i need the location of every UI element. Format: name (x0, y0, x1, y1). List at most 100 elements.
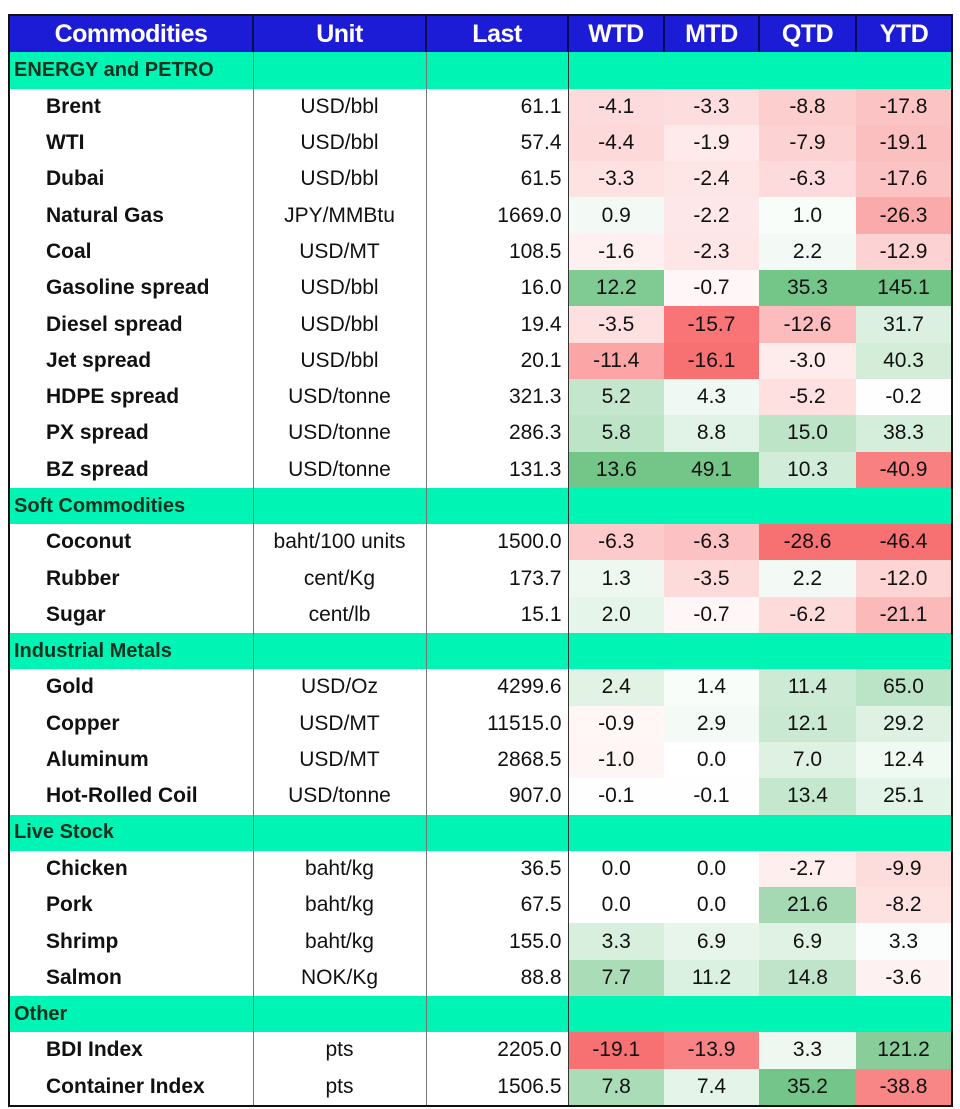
table-row: Sugar cent/lb 15.1 2.0 -0.7 -6.2 -21.1 (8, 596, 953, 634)
last-value: 20.1 (426, 342, 569, 379)
section-fill (426, 52, 569, 89)
unit-cell: USD/bbl (253, 270, 427, 307)
ytd-value: 3.3 (856, 923, 953, 960)
qtd-value: 12.1 (759, 705, 856, 742)
table-row: Dubai USD/bbl 61.5 -3.3 -2.4 -6.3 -17.6 (8, 161, 953, 198)
ytd-value: -21.1 (856, 596, 953, 634)
commodity-name: Hot-Rolled Coil (8, 778, 254, 815)
wtd-value: -1.6 (568, 233, 664, 271)
table-row: Shrimp baht/kg 155.0 3.3 6.9 6.9 3.3 (8, 923, 953, 960)
unit-cell: JPY/MMBtu (253, 197, 427, 234)
last-value: 19.4 (426, 306, 569, 343)
section-fill (568, 487, 953, 525)
table-row: Jet spread USD/bbl 20.1 -11.4 -16.1 -3.0 40.3 (8, 342, 953, 379)
table-row: HDPE spread USD/tonne 321.3 5.2 4.3 -5.2 -0.2 (8, 378, 953, 416)
mtd-value: -2.4 (664, 161, 759, 198)
wtd-value: 2.0 (568, 596, 664, 634)
section-row: ENERGY and PETRO (8, 52, 953, 89)
mtd-value: 0.0 (696, 893, 727, 917)
mtd-value: -13.9 (664, 1032, 759, 1069)
commodity-name: Brent (8, 88, 254, 125)
mtd-value: 4.3 (664, 378, 759, 416)
qtd-value: 21.6 (759, 887, 856, 924)
table-row: Hot-Rolled Coil USD/tonne 907.0 -0.1 -0.1 13.… (8, 778, 953, 815)
wtd-value: 0.9 (568, 197, 664, 234)
ytd-value: 121.2 (856, 1032, 953, 1069)
table-row: Copper USD/MT 11515.0 -0.9 2.9 12.1 29.2 (8, 705, 953, 742)
column-header-qtd: QTD (759, 15, 857, 53)
section-fill (568, 996, 953, 1033)
wtd-value: 5.2 (568, 378, 664, 416)
section-row: Industrial Metals (8, 633, 953, 670)
commodity-name: Dubai (8, 161, 254, 198)
wtd-value: 1.3 (568, 560, 664, 597)
wtd-value: 0.0 (601, 893, 631, 917)
section-title: Other (8, 996, 254, 1033)
wtd-value: 0.0 (601, 856, 631, 880)
wtd-value: -3.3 (568, 161, 664, 198)
wtd-value: -3.5 (568, 306, 664, 343)
unit-cell: cent/Kg (253, 560, 427, 597)
ytd-value: -0.2 (856, 378, 953, 416)
commodity-name: Shrimp (8, 923, 254, 960)
section-fill (253, 814, 427, 851)
commodity-name: HDPE spread (8, 378, 254, 416)
section-row: Live Stock (8, 814, 953, 851)
section-fill (568, 814, 953, 851)
last-value: 88.8 (426, 959, 569, 997)
unit-cell: USD/Oz (253, 669, 427, 706)
qtd-value: -3.0 (759, 342, 856, 379)
commodity-name: BZ spread (8, 451, 254, 488)
table-row: PX spread USD/tonne 286.3 5.8 8.8 15.0 38.3 (8, 415, 953, 452)
ytd-value: -17.8 (856, 88, 953, 125)
commodity-name: BDI Index (8, 1032, 254, 1069)
ytd-value: 25.1 (856, 778, 953, 815)
commodity-name: Pork (8, 887, 254, 924)
unit-cell: USD/bbl (253, 124, 427, 162)
commodity-name: Gasoline spread (8, 270, 254, 307)
last-value: 36.5 (426, 850, 569, 888)
mtd-value: -15.7 (664, 306, 759, 343)
ytd-value: -9.9 (856, 850, 953, 888)
wtd-value: -19.1 (568, 1032, 664, 1069)
unit-cell: USD/bbl (253, 161, 427, 198)
section-row: Soft Commodities (8, 487, 953, 525)
last-value: 321.3 (426, 378, 569, 416)
last-value: 67.5 (426, 887, 569, 924)
wtd-value: 7.8 (568, 1068, 664, 1107)
commodity-name: Natural Gas (8, 197, 254, 234)
wtd-value: 2.4 (568, 669, 664, 706)
commodity-name: Coconut (8, 524, 254, 561)
ytd-value: 38.3 (856, 415, 953, 452)
last-value: 907.0 (426, 778, 569, 815)
unit-cell: baht/kg (253, 923, 427, 960)
last-value: 173.7 (426, 560, 569, 597)
last-value: 4299.6 (426, 669, 569, 706)
table-row: BDI Index pts 2205.0 -19.1 -13.9 3.3 121.2 (8, 1032, 953, 1069)
ytd-value: -19.1 (856, 124, 953, 162)
section-fill (426, 487, 569, 525)
commodities-table: Commodities Unit Last WTD MTD QTD YTD ENERGY a… (8, 14, 953, 1107)
last-value: 61.1 (426, 88, 569, 125)
commodity-name: Coal (8, 233, 254, 271)
last-value: 108.5 (426, 233, 569, 271)
section-title: Industrial Metals (8, 633, 254, 670)
table-row: Coconut baht/100 units 1500.0 -6.3 -6.3 -28.6… (8, 524, 953, 561)
unit-cell: USD/tonne (253, 451, 427, 488)
table-row: Diesel spread USD/bbl 19.4 -3.5 -15.7 -12.6 31… (8, 306, 953, 343)
table-row: BZ spread USD/tonne 131.3 13.6 49.1 10.3 -40.9 (8, 451, 953, 488)
wtd-value: 3.3 (568, 923, 664, 960)
mtd-value: -6.3 (664, 524, 759, 561)
qtd-value: 6.9 (759, 923, 856, 960)
header-row: Commodities Unit Last WTD MTD QTD YTD (8, 15, 953, 53)
wtd-value: -0.1 (568, 778, 664, 815)
table-row: Coal USD/MT 108.5 -1.6 -2.3 2.2 -12.9 (8, 233, 953, 271)
wtd-value: -11.4 (568, 342, 664, 379)
table-row: Container Index pts 1506.5 7.8 7.4 35.2 -38.8 (8, 1068, 953, 1107)
ytd-value: -3.6 (856, 959, 953, 997)
wtd-value: -6.3 (568, 524, 664, 561)
table-row: Chicken baht/kg 36.5 0.0 0.0 -2.7 -9.9 (8, 850, 953, 888)
table-row: Pork baht/kg 67.5 0.0 0.0 21.6 -8.2 (8, 887, 953, 924)
commodity-name: Container Index (8, 1068, 254, 1107)
ytd-value: 29.2 (856, 705, 953, 742)
